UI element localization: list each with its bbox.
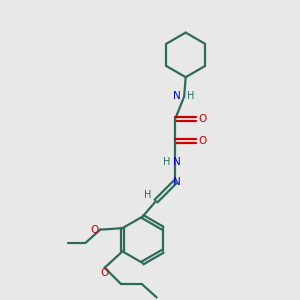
Text: O: O (91, 225, 99, 235)
Text: H: H (144, 190, 151, 200)
Text: O: O (199, 136, 207, 146)
Text: H: H (163, 158, 171, 167)
Text: H: H (187, 91, 194, 101)
Text: O: O (100, 268, 109, 278)
Text: N: N (173, 91, 181, 101)
Text: N: N (173, 158, 181, 167)
Text: N: N (173, 177, 181, 187)
Text: O: O (199, 114, 207, 124)
